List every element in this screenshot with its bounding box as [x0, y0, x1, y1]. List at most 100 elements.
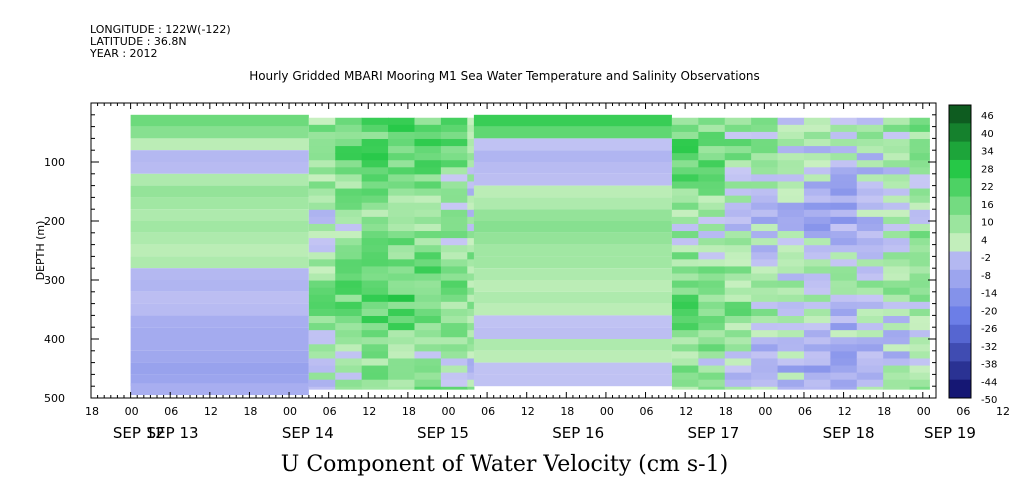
heat-cell [388, 252, 415, 260]
heat-cell [467, 146, 475, 154]
heat-cell [308, 344, 336, 352]
heat-cell [883, 259, 911, 267]
heat-cell [361, 337, 389, 345]
heat-cell [803, 146, 831, 154]
heat-cell [671, 131, 699, 140]
heat-cell [473, 374, 672, 387]
heat-cell [751, 315, 779, 324]
heat-cell [856, 223, 884, 232]
heat-cell [473, 138, 672, 151]
heat-cell [671, 266, 699, 275]
heat-cell [698, 259, 726, 267]
heat-cell [440, 259, 468, 267]
heat-cell [671, 259, 699, 267]
heat-cell [803, 330, 831, 338]
colorbar-swatch [949, 251, 971, 271]
heat-cell [467, 202, 475, 211]
heat-cell [440, 124, 468, 133]
heat-cell [473, 150, 672, 162]
heat-cell [777, 280, 805, 289]
heat-cell [388, 358, 415, 367]
heat-cell [777, 209, 805, 218]
heat-cell [467, 365, 475, 374]
heat-cell [414, 160, 442, 168]
heat-cell [803, 337, 831, 345]
heat-cell [724, 287, 752, 296]
heat-cell [414, 223, 442, 232]
colorbar: 46 40 34 28 22 16 10 4 -2 -8 -14 -20 -26 -32 -38 -44 -50 [948, 104, 997, 406]
heat-cell [909, 273, 930, 282]
heat-cell [671, 386, 699, 390]
heat-cell [308, 273, 336, 282]
heat-cell [909, 131, 930, 140]
heat-cell [467, 124, 475, 133]
heat-cell [467, 315, 475, 324]
year-label: YEAR : 2012 [90, 47, 158, 60]
heat-cell [751, 238, 779, 246]
heat-cell [414, 252, 442, 260]
heat-cell [308, 280, 336, 289]
heat-cell [751, 245, 779, 253]
heat-cell [130, 291, 309, 304]
heat-cell [856, 259, 884, 267]
heat-cell [803, 195, 831, 204]
heat-cell [440, 252, 468, 260]
heat-cell [777, 323, 805, 331]
heat-cell [388, 337, 415, 345]
heat-cell [724, 330, 752, 338]
heat-cell [473, 162, 672, 174]
heat-cell [467, 131, 475, 140]
heat-cell [414, 280, 442, 289]
heat-cell [335, 379, 363, 388]
heat-cell [308, 308, 336, 317]
heat-cell [777, 351, 805, 359]
heat-cell [335, 138, 363, 147]
colorbar-label: -44 [981, 377, 997, 388]
colorbar-label: 28 [981, 164, 994, 175]
heat-cell [414, 245, 442, 253]
heat-cell [830, 223, 858, 232]
heat-cell [830, 216, 858, 225]
heat-cell [698, 386, 726, 390]
heat-cell [414, 294, 442, 303]
heat-cell [308, 223, 336, 232]
heat-cell [388, 344, 415, 352]
heat-cell [335, 386, 363, 390]
heat-cell [308, 379, 336, 388]
heat-cell [308, 330, 336, 338]
heat-cell [440, 358, 468, 367]
heat-cell [414, 323, 442, 331]
x-date-label: SEP 18 [823, 424, 875, 442]
heat-cell [388, 131, 415, 140]
heat-cell [883, 308, 911, 317]
heat-cell [803, 238, 831, 246]
heat-cell [671, 379, 699, 388]
heat-cell [361, 124, 389, 133]
heat-cell [777, 131, 805, 140]
heat-cell [130, 150, 309, 162]
heat-cell [473, 209, 672, 221]
heat-cell [803, 216, 831, 225]
heat-cell [751, 358, 779, 367]
heat-cell [751, 216, 779, 225]
axes: 18 00 06 12 18 00 06 12 18 00 06 12 18 00 06 12 18 00 06 12… [34, 102, 1009, 442]
heat-cell [751, 153, 779, 161]
heat-cell [414, 365, 442, 374]
heat-cell [777, 174, 805, 182]
x-hour-tick-label: 18 [243, 405, 257, 418]
heat-cell [856, 231, 884, 239]
heat-cell [130, 114, 309, 127]
heat-cell [473, 268, 672, 280]
heat-cell [388, 216, 415, 225]
heat-cell [467, 223, 475, 232]
heat-cell [671, 160, 699, 168]
heat-cell [698, 266, 726, 275]
heat-cell [414, 337, 442, 345]
heat-cell [130, 185, 309, 198]
heat-cell [308, 294, 336, 303]
heat-cell [698, 202, 726, 211]
heat-cell [856, 365, 884, 374]
heat-cell [909, 386, 930, 390]
heat-cell [909, 259, 930, 267]
heat-cell [830, 153, 858, 161]
